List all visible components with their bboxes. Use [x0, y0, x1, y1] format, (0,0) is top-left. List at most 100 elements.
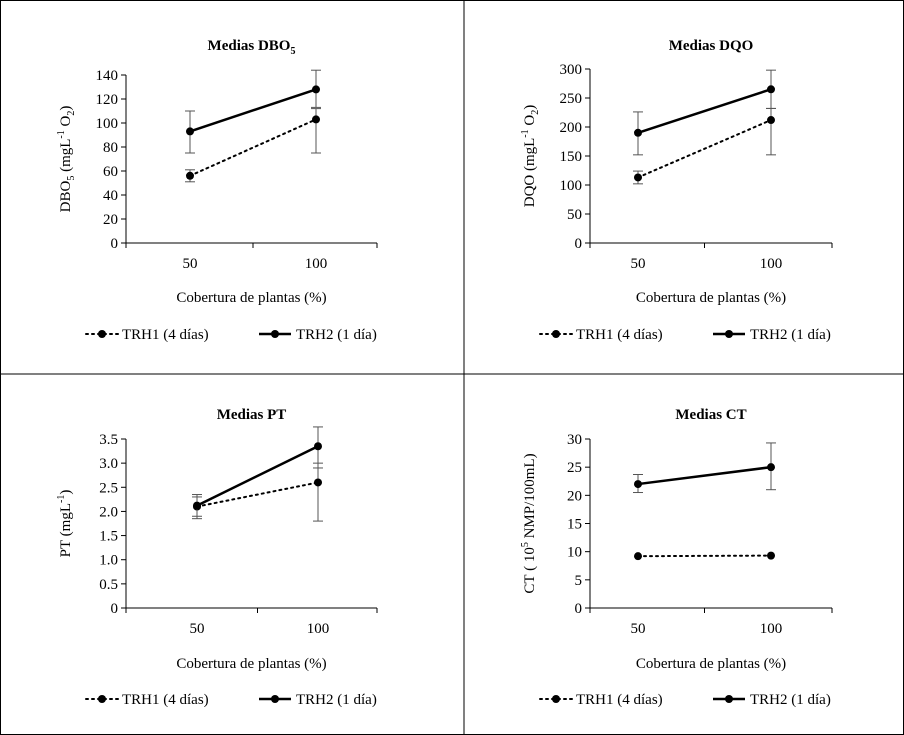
- legend-label: TRH2 (1 día): [296, 692, 377, 708]
- y-tick-label: 150: [560, 149, 583, 165]
- y-tick-label: 20: [567, 488, 582, 504]
- y-axis-label-part: (mgL: [58, 139, 74, 176]
- series-line: [638, 89, 771, 133]
- y-tick-label: 0.5: [99, 577, 118, 593]
- y-axis-label: PT (mgL-1): [56, 490, 74, 558]
- data-point: [193, 502, 201, 510]
- y-tick-label: 100: [96, 116, 119, 132]
- legend-label: TRH1 (4 días): [122, 692, 209, 708]
- series-line: [190, 119, 316, 175]
- legend-item-1: TRH1 (4 días): [86, 692, 209, 708]
- y-axis-ticks: 0 5 10 15 20 25 30: [567, 432, 590, 617]
- legend-label: TRH1 (4 días): [122, 327, 209, 343]
- y-tick-label: 120: [96, 92, 119, 108]
- x-tick-label: 100: [305, 256, 328, 272]
- legend: TRH1 (4 días) TRH2 (1 día): [540, 692, 831, 708]
- legend-marker: [725, 695, 733, 703]
- legend: TRH1 (4 días) TRH2 (1 día): [86, 692, 377, 708]
- x-tick-label: 50: [631, 256, 646, 272]
- data-point: [312, 115, 320, 123]
- x-axis-label: Cobertura de plantas (%): [176, 290, 326, 306]
- chart-panel-2: Medias DQO 0 50 100 150 200 250 300 50 100 Cobertu…: [520, 38, 832, 343]
- x-axis-label: Cobertura de plantas (%): [636, 656, 786, 672]
- series-line: [638, 120, 771, 177]
- legend-marker: [552, 330, 560, 338]
- series-2: [633, 443, 776, 493]
- data-point: [314, 478, 322, 486]
- y-axis-label-part: -1: [520, 129, 531, 137]
- legend-label: TRH2 (1 día): [750, 692, 831, 708]
- y-tick-label: 3.5: [99, 432, 118, 448]
- y-axis-label-part: CT ( 10: [522, 547, 538, 593]
- legend-label: TRH1 (4 días): [576, 692, 663, 708]
- series-1: [634, 552, 775, 561]
- y-tick-label: 0: [575, 236, 583, 252]
- legend-marker: [98, 695, 106, 703]
- legend-item-2: TRH2 (1 día): [259, 327, 377, 343]
- legend-label: TRH2 (1 día): [750, 327, 831, 343]
- legend: TRH1 (4 días) TRH2 (1 día): [540, 327, 831, 343]
- y-tick-label: 80: [103, 140, 118, 156]
- series-2: [185, 70, 321, 153]
- legend-item-1: TRH1 (4 días): [86, 327, 209, 343]
- y-tick-label: 1.0: [99, 553, 118, 569]
- data-point: [767, 116, 775, 124]
- data-point: [634, 552, 642, 560]
- x-tick-label: 50: [190, 621, 205, 637]
- legend-marker: [552, 695, 560, 703]
- y-tick-label: 0: [111, 236, 119, 252]
- data-point: [312, 85, 320, 93]
- y-tick-label: 2.0: [99, 504, 118, 520]
- legend-marker: [271, 695, 279, 703]
- y-tick-label: 25: [567, 460, 582, 476]
- y-tick-label: 30: [567, 432, 582, 448]
- y-tick-label: 0: [111, 601, 119, 617]
- y-axis-label-part: PT (mgL: [58, 503, 74, 557]
- chart-title-text: Medias CT: [675, 407, 746, 423]
- y-tick-label: 2.5: [99, 480, 118, 496]
- legend-marker: [98, 330, 106, 338]
- data-point: [634, 129, 642, 137]
- y-axis-label-part: DQO (mgL: [522, 138, 538, 208]
- y-axis-label-part: O: [58, 116, 74, 131]
- x-axis-label: Cobertura de plantas (%): [176, 656, 326, 672]
- x-tick-label: 100: [307, 621, 330, 637]
- chart-title: Medias PT: [217, 407, 287, 423]
- y-axis-label-part: NMP/100mL): [522, 453, 538, 542]
- series-line: [638, 556, 771, 557]
- y-tick-label: 1.5: [99, 529, 118, 545]
- x-axis-ticks: 50 100: [126, 608, 377, 637]
- series-1: [633, 108, 776, 183]
- legend-marker: [271, 330, 279, 338]
- chart-title-subscript: 5: [290, 46, 295, 57]
- legend-item-1: TRH1 (4 días): [540, 692, 663, 708]
- y-tick-label: 140: [96, 68, 119, 84]
- data-point: [767, 85, 775, 93]
- x-axis-ticks: 50 100: [590, 608, 832, 637]
- y-axis-label-part: -1: [56, 130, 67, 138]
- y-axis-ticks: 0 50 100 150 200 250 300: [560, 62, 591, 252]
- y-tick-label: 10: [567, 545, 582, 561]
- chart-title: Medias DQO: [669, 38, 754, 54]
- x-tick-label: 100: [760, 256, 783, 272]
- chart-title: Medias CT: [675, 407, 746, 423]
- y-tick-label: 50: [567, 207, 582, 223]
- x-axis-label: Cobertura de plantas (%): [636, 290, 786, 306]
- legend-marker: [725, 330, 733, 338]
- y-tick-label: 0: [575, 601, 583, 617]
- legend-item-2: TRH2 (1 día): [713, 327, 831, 343]
- y-axis-label-part: ): [58, 106, 74, 111]
- y-tick-label: 15: [567, 517, 582, 533]
- y-axis-label-part: ): [58, 490, 74, 495]
- x-tick-label: 50: [183, 256, 198, 272]
- chart-title-text: Medias DQO: [669, 38, 754, 54]
- y-axis-label-part: DBO: [58, 181, 74, 213]
- y-tick-label: 250: [560, 91, 583, 107]
- chart-title-text: Medias PT: [217, 407, 287, 423]
- series-2: [633, 70, 776, 155]
- legend-item-2: TRH2 (1 día): [259, 692, 377, 708]
- chart-panel-3: Medias PT00.51.01.52.02.53.03.550 100Cobe…: [56, 407, 377, 708]
- series-line: [197, 482, 318, 506]
- legend-item-1: TRH1 (4 días): [540, 327, 663, 343]
